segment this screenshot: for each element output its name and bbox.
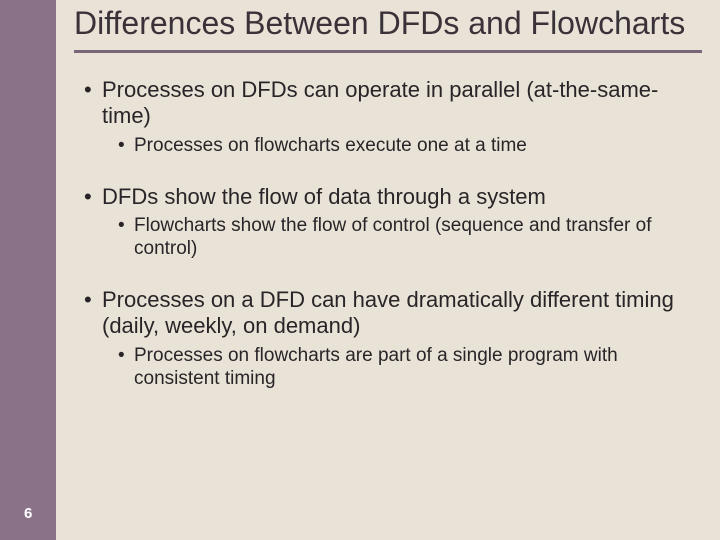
bullet-group: Processes on a DFD can have dramatically… [84,287,700,391]
bullet-lvl2: Flowcharts show the flow of control (seq… [118,215,700,261]
slide-body: Processes on DFDs can operate in paralle… [56,57,720,540]
slide: 6 Differences Between DFDs and Flowchart… [0,0,720,540]
bullet-group: Processes on DFDs can operate in paralle… [84,77,700,158]
bullet-lvl1: Processes on DFDs can operate in paralle… [84,77,700,129]
title-underline [74,50,702,53]
bullet-lvl1: Processes on a DFD can have dramatically… [84,287,700,339]
title-block: Differences Between DFDs and Flowcharts [56,0,720,57]
bullet-lvl1: DFDs show the flow of data through a sys… [84,184,700,210]
page-number: 6 [24,505,32,522]
bullet-lvl2: Processes on flowcharts execute one at a… [118,135,700,158]
bullet-lvl2: Processes on flowcharts are part of a si… [118,345,700,391]
slide-title: Differences Between DFDs and Flowcharts [74,6,702,42]
left-sidebar: 6 [0,0,56,540]
bullet-group: DFDs show the flow of data through a sys… [84,184,700,262]
slide-main: Differences Between DFDs and Flowcharts … [56,0,720,540]
